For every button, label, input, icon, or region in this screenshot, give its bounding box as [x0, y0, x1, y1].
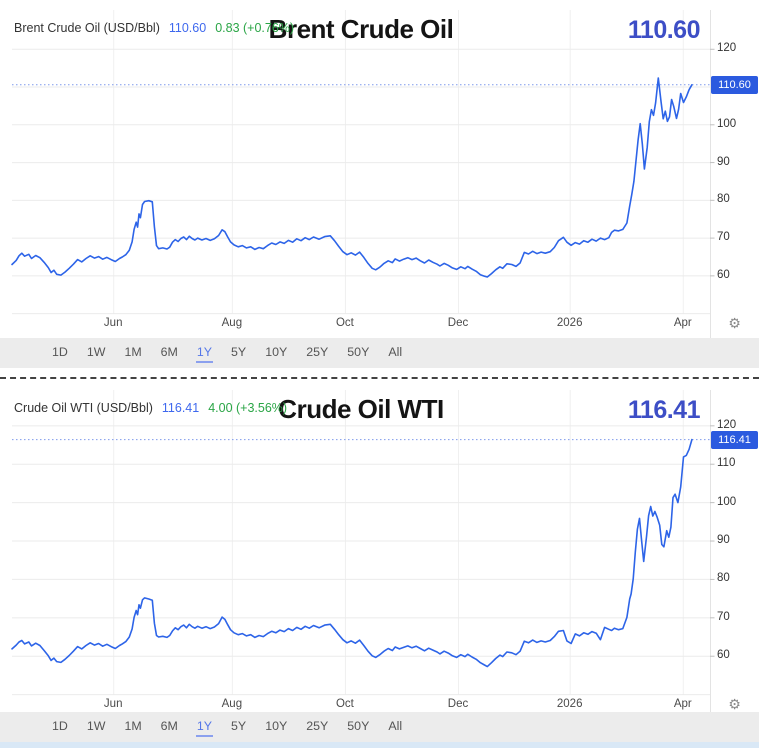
- x-axis-label: 2026: [556, 698, 583, 710]
- instrument-label: Brent Crude Oil (USD/Bbl): [14, 21, 160, 35]
- range-button-1y[interactable]: 1Y: [195, 344, 214, 363]
- x-axis-label: Jun: [103, 698, 123, 710]
- instrument-label: Crude Oil WTI (USD/Bbl): [14, 401, 153, 415]
- range-button-1m[interactable]: 1M: [124, 718, 142, 733]
- price-chart-plot[interactable]: [0, 0, 759, 368]
- x-axis-label: Aug: [221, 317, 243, 329]
- range-button-1w[interactable]: 1W: [86, 718, 106, 733]
- x-axis-label: Aug: [221, 698, 243, 710]
- x-axis-label: 2026: [556, 317, 583, 329]
- range-button-all[interactable]: All: [388, 718, 403, 733]
- header-price: 110.60: [168, 21, 207, 35]
- chart-header: Brent Crude Oil (USD/Bbl) 110.60 0.83 (+…: [14, 21, 294, 35]
- range-button-6m[interactable]: 6M: [160, 718, 178, 733]
- y-axis-label: 120: [717, 418, 737, 431]
- x-axis-label: Dec: [447, 698, 469, 710]
- header-price: 116.41: [161, 401, 200, 415]
- range-button-10y[interactable]: 10Y: [265, 344, 288, 359]
- range-toolbar: 1D 1W 1M 6M 1Y 5Y 10Y 25Y 50Y All: [0, 712, 759, 742]
- range-button-all[interactable]: All: [388, 344, 403, 359]
- y-axis-label: 80: [717, 572, 730, 585]
- y-axis-label: 90: [717, 155, 730, 168]
- chart-card-brent: Brent Crude Oil (USD/Bbl) 110.60 0.83 (+…: [0, 0, 759, 368]
- range-button-1w[interactable]: 1W: [86, 344, 106, 359]
- x-axis-label: Dec: [447, 317, 469, 329]
- range-button-50y[interactable]: 50Y: [347, 718, 370, 733]
- price-line: [11, 438, 693, 668]
- price-line: [11, 77, 693, 278]
- y-axis-label: 70: [717, 231, 730, 244]
- chart-title: Brent Crude Oil: [268, 14, 454, 44]
- y-axis-label: 90: [717, 534, 730, 547]
- y-axis-label: 110: [717, 457, 736, 470]
- chart-header: Crude Oil WTI (USD/Bbl) 116.41 4.00 (+3.…: [14, 401, 287, 415]
- x-axis-label: Apr: [673, 317, 692, 329]
- y-axis-label: 100: [717, 495, 737, 508]
- price-chart-plot[interactable]: [0, 380, 759, 748]
- last-price-badge: 110.60: [711, 75, 758, 94]
- range-button-1y[interactable]: 1Y: [195, 718, 214, 737]
- x-axis-label: Jun: [103, 317, 123, 329]
- range-button-1m[interactable]: 1M: [124, 344, 142, 359]
- y-axis-label: 60: [717, 268, 730, 281]
- big-price: 116.41: [627, 396, 701, 424]
- settings-gear-icon[interactable]: ⚙: [728, 315, 741, 331]
- x-axis-label: Oct: [335, 698, 354, 710]
- y-axis-label: 100: [717, 117, 737, 130]
- x-axis-label: Oct: [335, 317, 354, 329]
- range-button-10y[interactable]: 10Y: [265, 718, 288, 733]
- range-button-1d[interactable]: 1D: [52, 344, 68, 359]
- big-price: 110.60: [627, 16, 701, 44]
- y-axis-label: 60: [717, 649, 730, 662]
- range-button-25y[interactable]: 25Y: [306, 344, 329, 359]
- chart-title: Crude Oil WTI: [278, 394, 444, 424]
- range-button-6m[interactable]: 6M: [160, 344, 178, 359]
- settings-gear-icon[interactable]: ⚙: [728, 696, 741, 712]
- range-button-25y[interactable]: 25Y: [306, 718, 329, 733]
- x-axis-label: Apr: [673, 698, 692, 710]
- header-change: 4.00 (+3.56%): [208, 401, 288, 415]
- range-toolbar: 1D 1W 1M 6M 1Y 5Y 10Y 25Y 50Y All: [0, 338, 759, 368]
- y-axis-label: 70: [717, 610, 730, 623]
- y-axis-label: 80: [717, 193, 730, 206]
- range-button-5y[interactable]: 5Y: [231, 344, 247, 359]
- range-button-50y[interactable]: 50Y: [347, 344, 370, 359]
- range-button-5y[interactable]: 5Y: [231, 718, 247, 733]
- y-axis-label: 120: [717, 42, 737, 55]
- chart-card-wti: Crude Oil WTI (USD/Bbl) 116.41 4.00 (+3.…: [0, 380, 759, 748]
- last-price-badge: 116.41: [711, 430, 758, 449]
- header-change: 0.83 (+0.76%): [215, 21, 295, 35]
- card-separator: [0, 377, 759, 379]
- range-button-1d[interactable]: 1D: [52, 718, 68, 733]
- bottom-strip: [0, 742, 759, 748]
